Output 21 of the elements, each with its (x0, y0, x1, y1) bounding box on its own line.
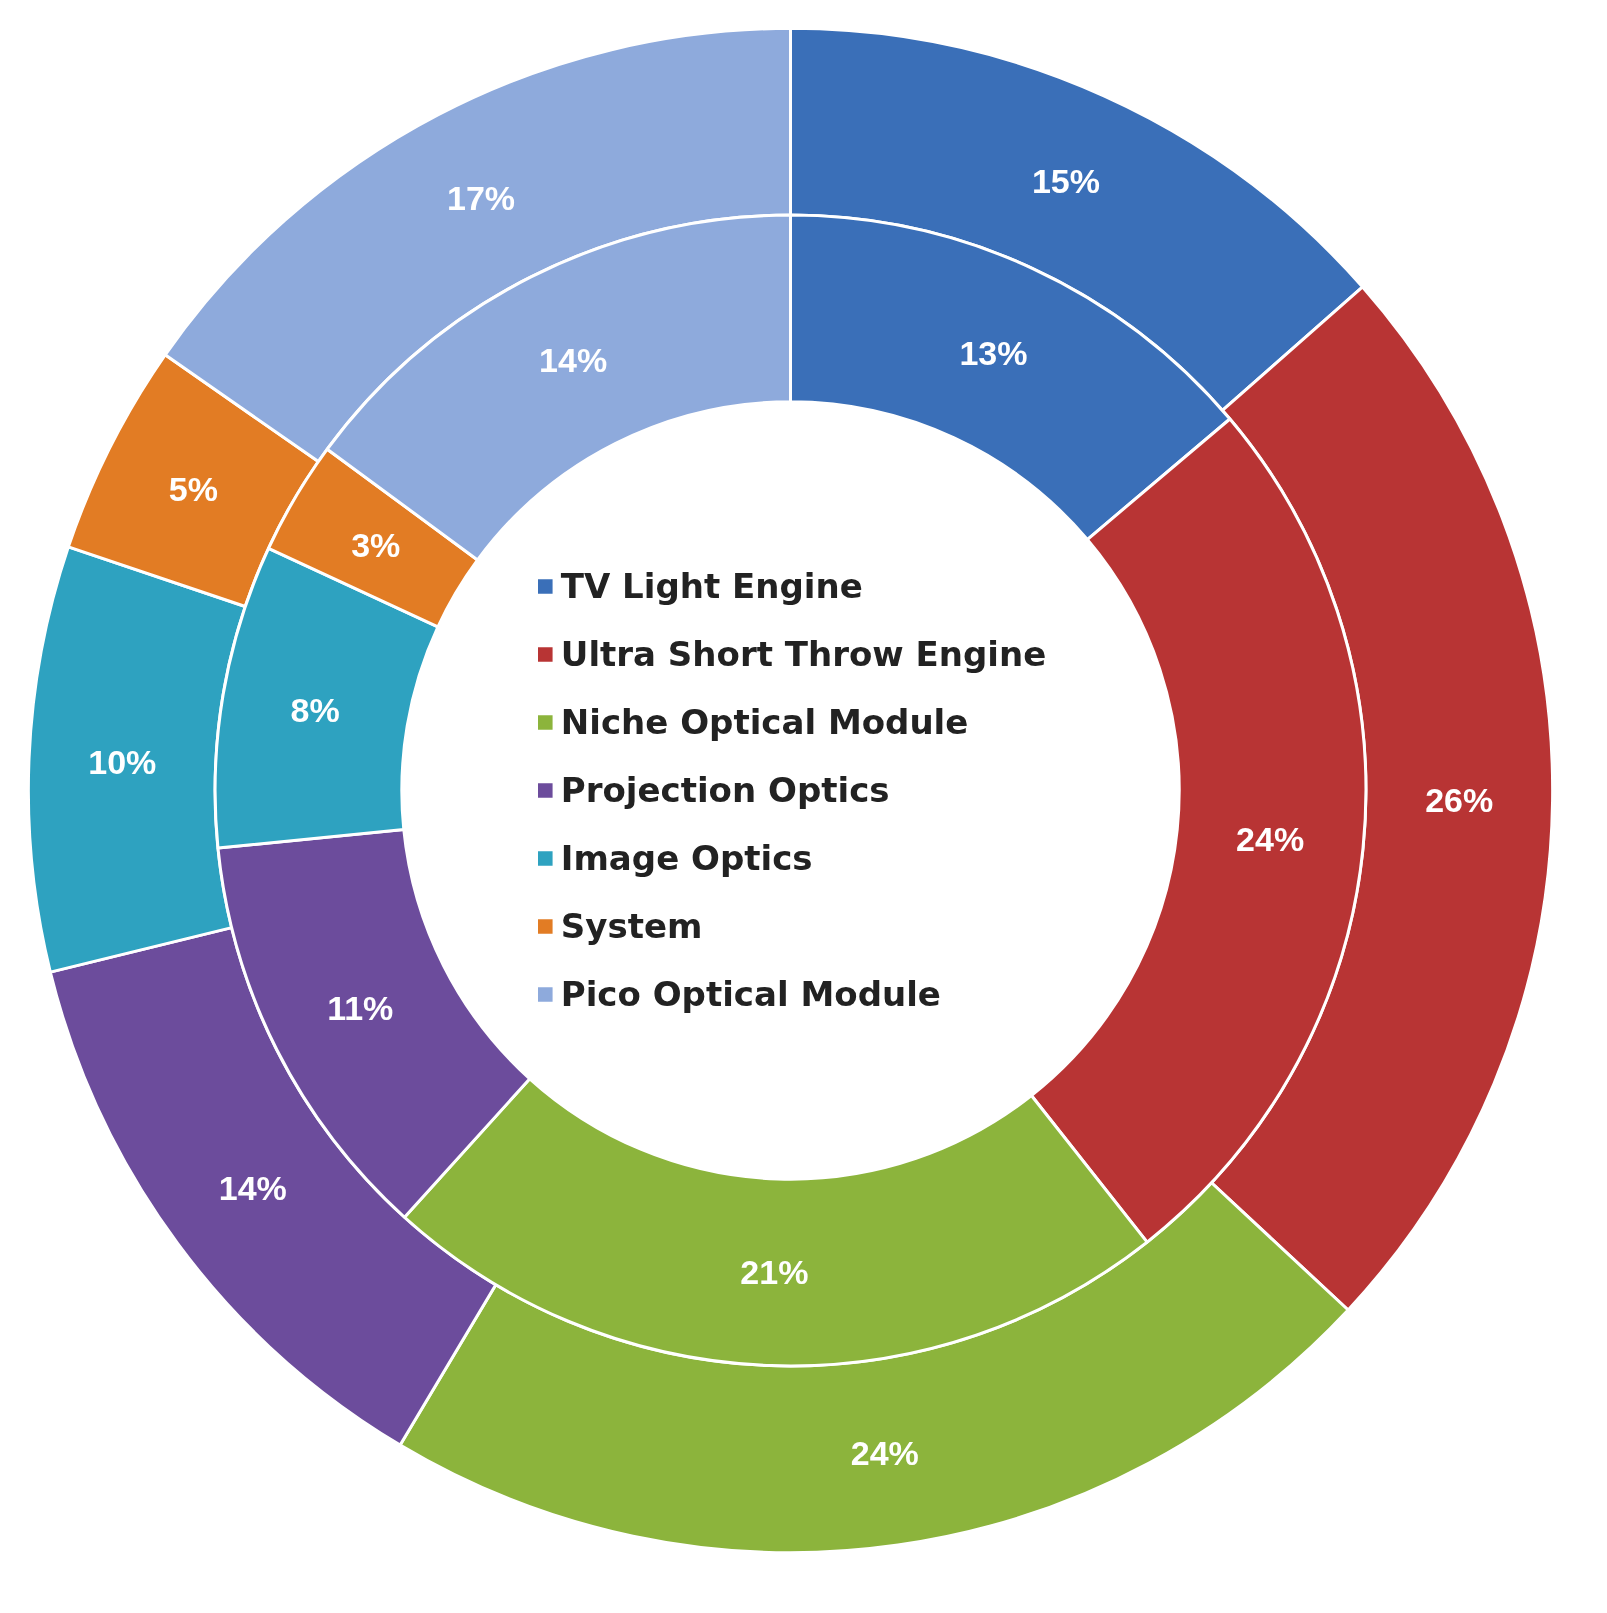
legend-label: System (560, 906, 703, 946)
data-label: 15% (1031, 162, 1101, 201)
data-label: 14% (218, 1169, 287, 1208)
data-label: 11% (327, 988, 394, 1027)
legend-label: Niche Optical Module (560, 702, 969, 742)
data-label: 21% (740, 1253, 809, 1292)
legend-label: TV Light Engine (560, 566, 863, 606)
data-label: 8% (290, 691, 340, 730)
data-label: 26% (1425, 780, 1494, 819)
data-label: 10% (88, 743, 157, 782)
data-label: 14% (539, 341, 608, 380)
data-label: 24% (850, 1433, 919, 1472)
data-label: 24% (1236, 819, 1305, 858)
legend-label: Ultra Short Throw Engine (560, 634, 1047, 674)
legend-label: Pico Optical Module (560, 974, 941, 1014)
legend-label: Projection Optics (560, 770, 890, 810)
data-label: 3% (351, 525, 401, 564)
data-label: 13% (959, 334, 1028, 373)
data-label: 5% (168, 470, 218, 509)
data-label: 17% (446, 178, 516, 217)
legend-label: Image Optics (560, 838, 813, 878)
